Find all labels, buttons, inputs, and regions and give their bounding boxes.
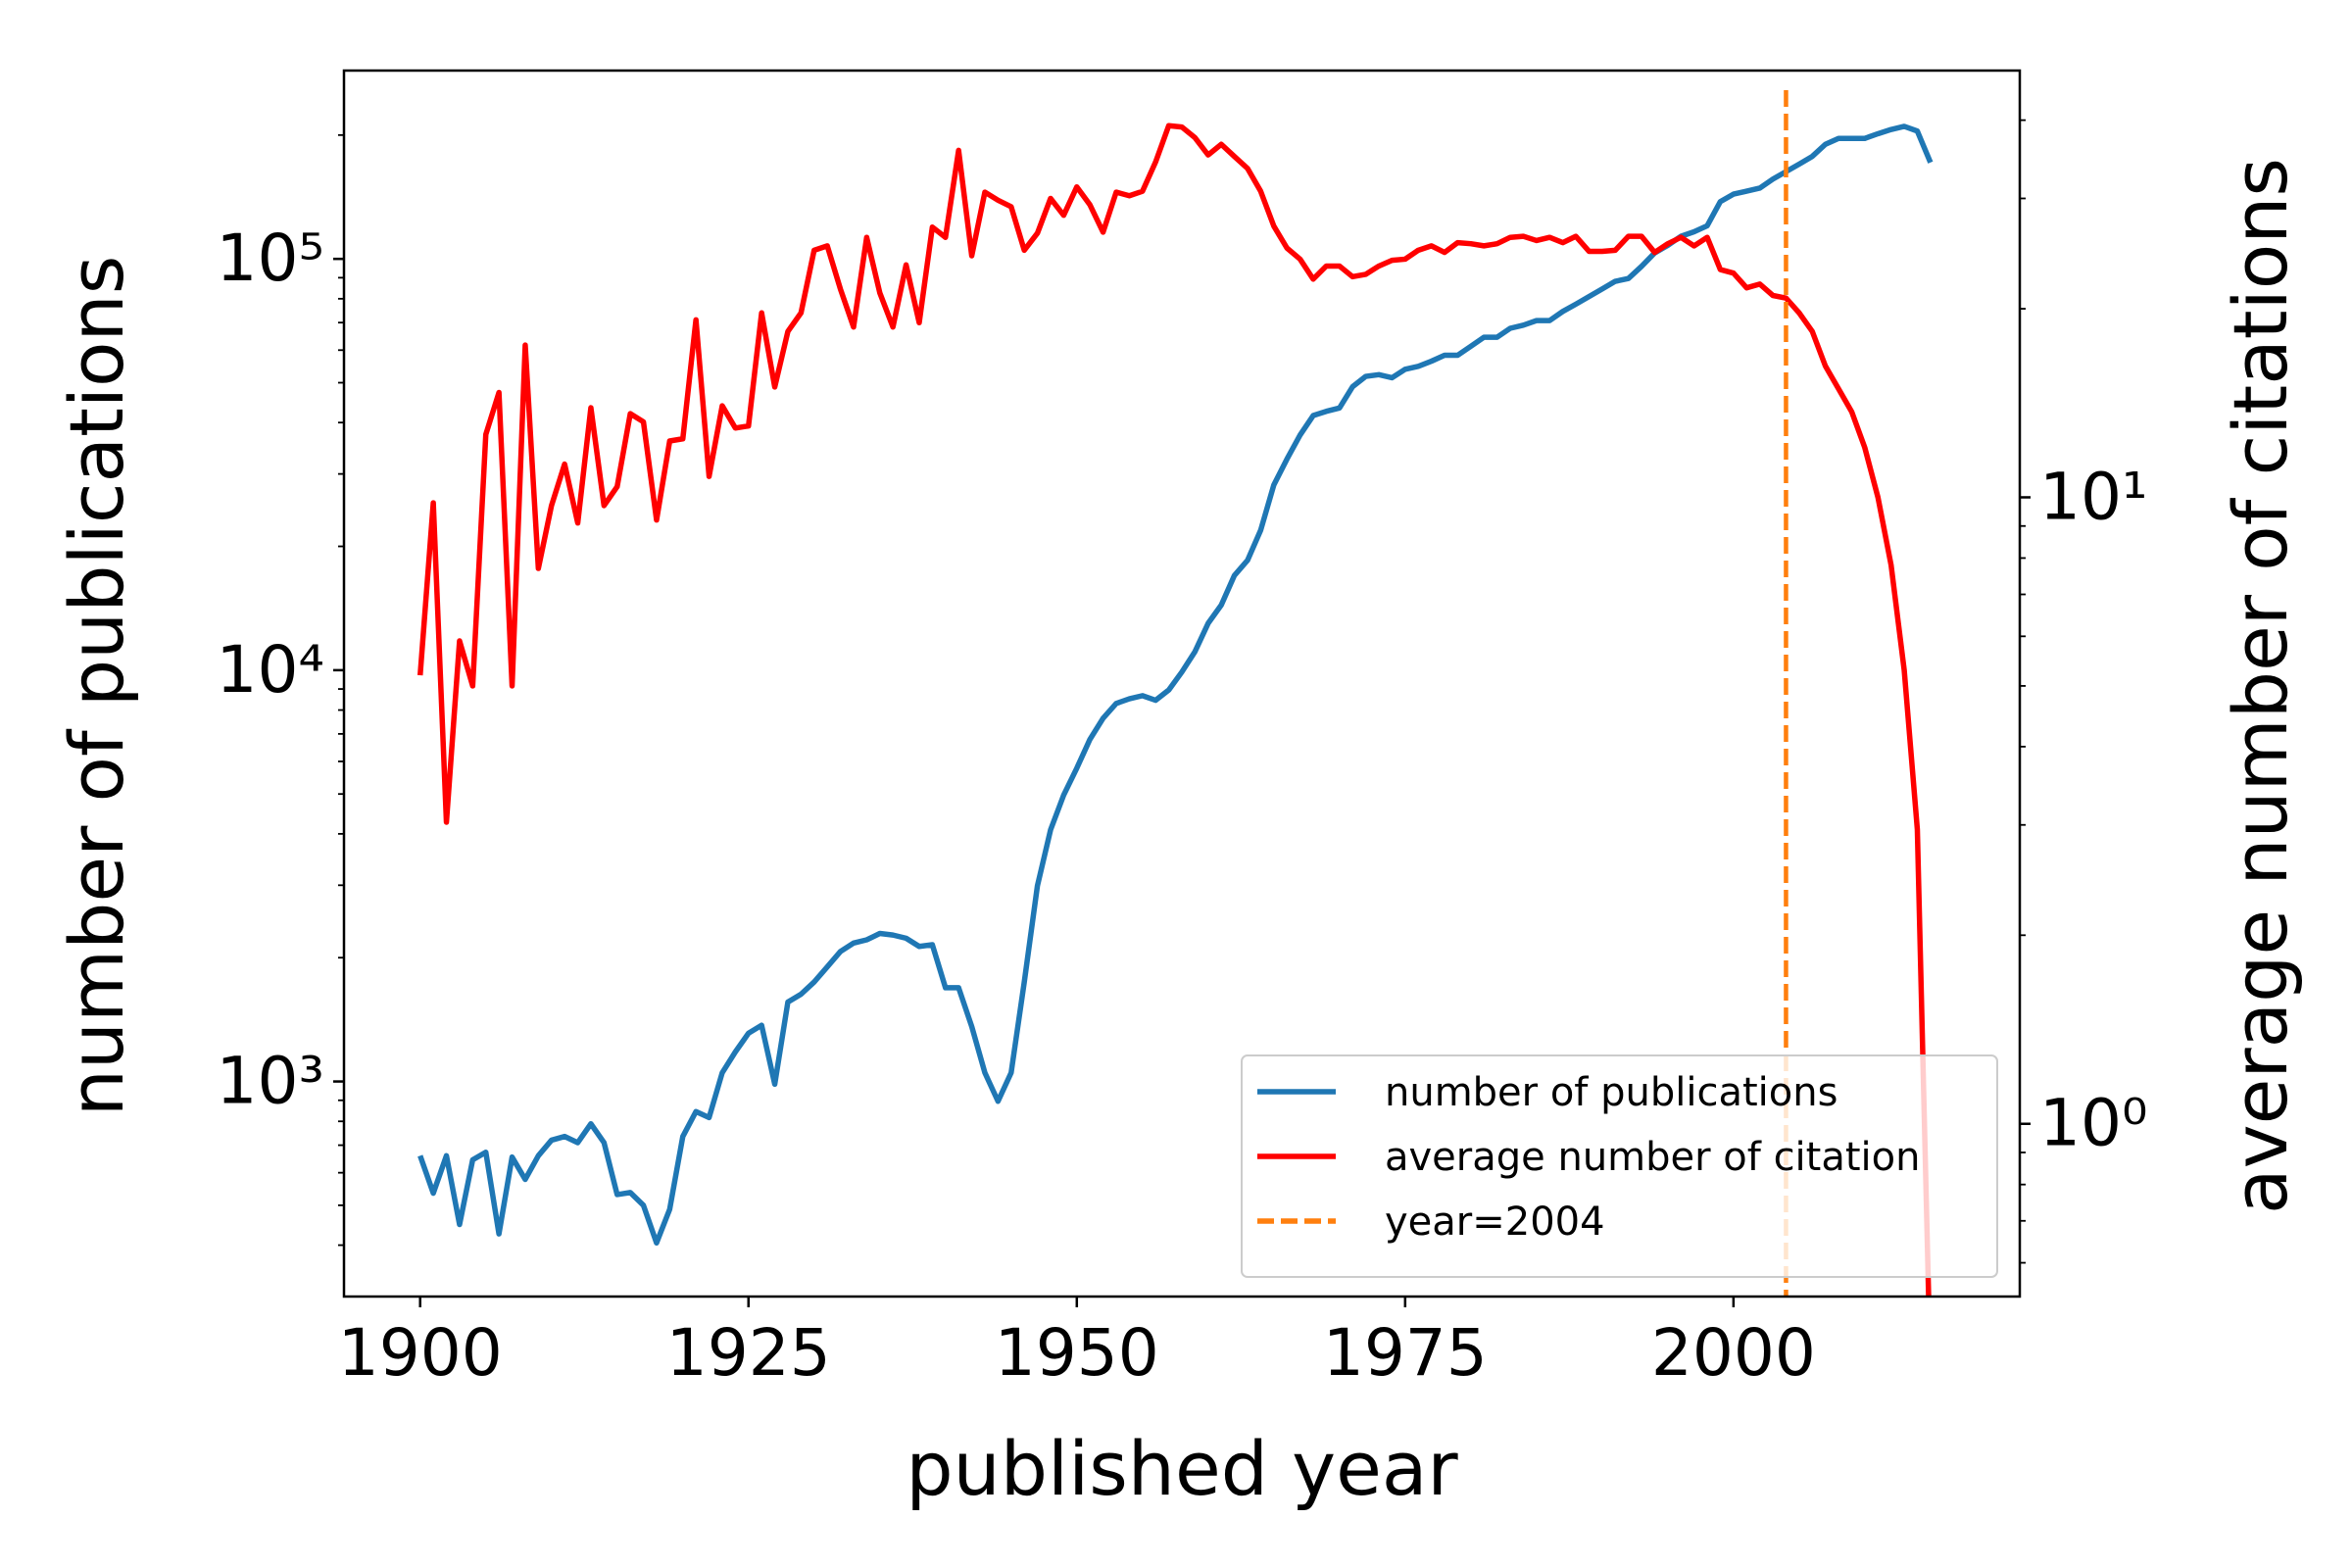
y-tick-label: 10⁴ xyxy=(217,632,324,708)
legend-box xyxy=(1241,1054,1998,1278)
x-axis-label: published year xyxy=(906,1425,1458,1512)
x-tick-label: 1925 xyxy=(666,1315,831,1391)
legend-label: year=2004 xyxy=(1385,1200,1605,1245)
legend: number of publications average number of … xyxy=(1241,1054,1998,1278)
legend-label: average number of citation xyxy=(1385,1135,1920,1180)
series-line xyxy=(416,122,1932,1297)
plot-frame xyxy=(342,69,2022,1298)
x-tick-label: 1900 xyxy=(338,1315,503,1391)
y-tick-label: 10⁵ xyxy=(217,220,324,296)
y2-tick-label: 10⁰ xyxy=(2039,1086,2147,1161)
y2-axis-label: average number of citations xyxy=(2217,158,2304,1214)
x-tick-label: 1975 xyxy=(1323,1315,1488,1391)
x-tick-label: 1950 xyxy=(995,1315,1159,1391)
y-axis-label: number of publications xyxy=(53,256,140,1117)
y2-tick-label: 10¹ xyxy=(2039,459,2147,534)
legend-label: number of publications xyxy=(1385,1070,1838,1115)
y-tick-label: 10³ xyxy=(217,1044,324,1119)
x-tick-label: 2000 xyxy=(1651,1315,1816,1391)
plot-area xyxy=(416,90,1934,1297)
